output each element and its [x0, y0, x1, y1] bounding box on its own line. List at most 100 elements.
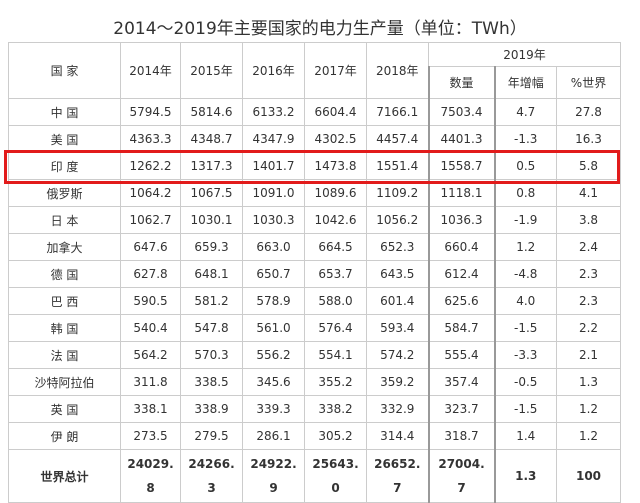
value-cell: 4.7	[494, 98, 557, 126]
header-cell: 2018年	[366, 42, 429, 99]
value-cell: 650.7	[242, 260, 305, 288]
value-cell: 16.3	[556, 125, 621, 153]
value-cell: 27.8	[556, 98, 621, 126]
value-cell: 2.1	[556, 341, 621, 369]
country-cell: 沙特阿拉伯	[8, 368, 121, 396]
value-cell: 663.0	[242, 233, 305, 261]
value-cell: 4.0	[494, 287, 557, 315]
value-cell: 318.7	[427, 422, 496, 450]
value-cell: 643.5	[366, 260, 429, 288]
value-cell: 659.3	[180, 233, 243, 261]
header-row: 国 家 2014年 2015年 2016年 2017年 2018年 2019年	[8, 42, 621, 99]
value-cell: 7503.4	[427, 98, 496, 126]
value-cell: 314.4	[366, 422, 429, 450]
value-cell: 355.2	[304, 368, 367, 396]
header-cell: 数量	[427, 66, 496, 99]
data-row: 德 国 627.8 648.1 650.7 653.7 643.5 612.4 -4.8 2.3	[8, 260, 621, 288]
value-cell: 1.2	[556, 395, 621, 423]
header-cell: 2016年	[242, 42, 305, 99]
value-cell: 1.2	[494, 233, 557, 261]
title: 2014～2019年主要国家的电力生产量（单位：TWh）	[113, 19, 527, 39]
value-cell: 4363.3	[120, 125, 181, 153]
value-cell: -1.5	[494, 314, 557, 342]
value-cell: 561.0	[242, 314, 305, 342]
total-label: 世界总计	[8, 449, 121, 503]
country-cell: 加拿大	[8, 233, 121, 261]
value-cell: 1473.8	[304, 152, 367, 180]
value-cell: 273.5	[120, 422, 181, 450]
value-cell: 1036.3	[427, 206, 496, 234]
value-cell: -0.5	[494, 368, 557, 396]
value-cell: 1.2	[556, 422, 621, 450]
value-cell: 2.3	[556, 287, 621, 315]
country-cell: 法 国	[8, 341, 121, 369]
value-cell: 345.6	[242, 368, 305, 396]
value-cell: 1030.3	[242, 206, 305, 234]
total-cell: 100	[556, 449, 621, 503]
value-cell: 540.4	[120, 314, 181, 342]
value-cell: 612.4	[427, 260, 496, 288]
value-cell: 286.1	[242, 422, 305, 450]
highlight-box	[4, 150, 620, 184]
total-cell: 25643.0	[304, 449, 367, 503]
value-cell: 564.2	[120, 341, 181, 369]
value-cell: 554.1	[304, 341, 367, 369]
country-cell: 印 度	[8, 152, 121, 180]
total-cell: 24922.9	[242, 449, 305, 503]
value-cell: 6604.4	[304, 98, 367, 126]
value-cell: 1401.7	[242, 152, 305, 180]
header-cell: 2015年	[180, 42, 243, 99]
value-cell: 311.8	[120, 368, 181, 396]
value-cell: 332.9	[366, 395, 429, 423]
data-row: 日 本 1062.7 1030.1 1030.3 1042.6 1056.2 1036.3-…	[8, 206, 621, 234]
country-cell: 中 国	[8, 98, 121, 126]
value-cell: 574.2	[366, 341, 429, 369]
value-cell: 627.8	[120, 260, 181, 288]
value-cell: -4.8	[494, 260, 557, 288]
country-cell: 英 国	[8, 395, 121, 423]
value-cell: 7166.1	[366, 98, 429, 126]
data-row: 英 国 338.1 338.9 339.3 338.2 332.9 323.7 -1.5 1.2	[8, 395, 621, 423]
country-cell: 巴 西	[8, 287, 121, 315]
value-cell: 1056.2	[366, 206, 429, 234]
country-cell: 日 本	[8, 206, 121, 234]
value-cell: 5794.5	[120, 98, 181, 126]
total-text: 26652.7	[374, 457, 421, 495]
value-cell: 593.4	[366, 314, 429, 342]
value-cell: 4347.9	[242, 125, 305, 153]
value-cell: 305.2	[304, 422, 367, 450]
country-cell: 伊 朗	[8, 422, 121, 450]
value-cell: 338.2	[304, 395, 367, 423]
country-cell: 德 国	[8, 260, 121, 288]
value-cell: 4302.5	[304, 125, 367, 153]
total-cell: 1.3	[494, 449, 557, 503]
value-cell: 339.3	[242, 395, 305, 423]
total-row: 世界总计 24029.8 24266.3 24922.9 25643.0 26652.7 2…	[8, 449, 621, 503]
value-cell: 576.4	[304, 314, 367, 342]
value-cell: 584.7	[427, 314, 496, 342]
header-cell: %世界	[556, 66, 621, 99]
total-cell: 26652.7	[366, 449, 429, 503]
value-cell: 547.8	[180, 314, 243, 342]
value-cell: 6133.2	[242, 98, 305, 126]
data-row: 韩 国 540.4 547.8 561.0 576.4 593.4 584.7 -1.5 2.2	[8, 314, 621, 342]
value-cell: 1042.6	[304, 206, 367, 234]
value-cell: 1.3	[556, 368, 621, 396]
value-cell: 652.3	[366, 233, 429, 261]
header-row: 数量 年增幅 %世界	[9, 66, 621, 99]
value-cell: 653.7	[304, 260, 367, 288]
total-text: 100	[575, 469, 602, 483]
value-cell: 359.2	[366, 368, 429, 396]
value-cell: 1064.2	[120, 179, 181, 207]
total-text: 24029.8	[127, 457, 174, 495]
value-cell: 555.4	[427, 341, 496, 369]
country-cell: 美 国	[8, 125, 121, 153]
value-cell: 570.3	[180, 341, 243, 369]
total-text: 24266.3	[188, 457, 235, 495]
data-row: 沙特阿拉伯 311.8 338.5 345.6 355.2 359.2 357.4 -0.5 1…	[8, 368, 621, 396]
value-cell: 4401.3	[427, 125, 496, 153]
value-cell: 3.8	[556, 206, 621, 234]
value-cell: 338.5	[180, 368, 243, 396]
value-cell: 279.5	[180, 422, 243, 450]
value-cell: 590.5	[120, 287, 181, 315]
